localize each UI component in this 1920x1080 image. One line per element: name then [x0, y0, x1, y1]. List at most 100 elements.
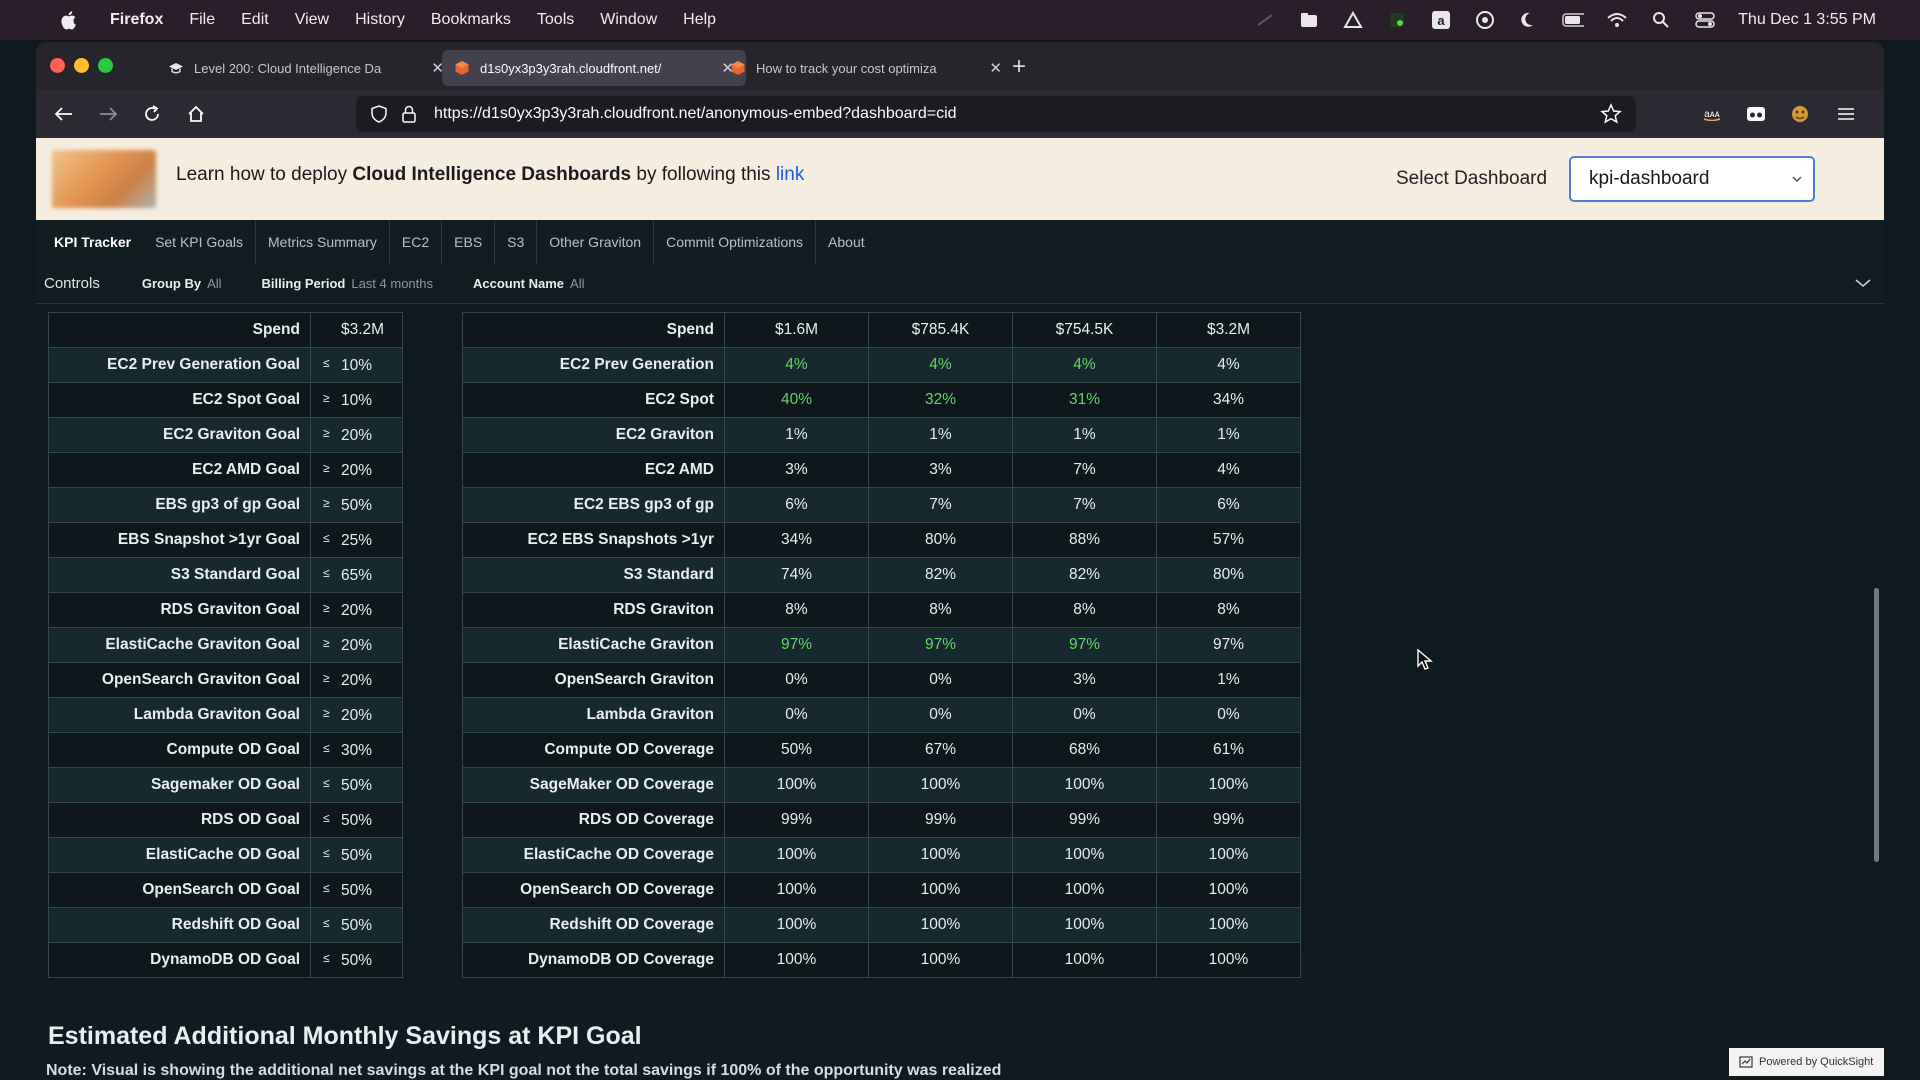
tab-metrics-summary[interactable]: Metrics Summary: [255, 220, 389, 264]
moon-icon[interactable]: [1518, 9, 1540, 31]
metric-value-cell: 8%: [1012, 592, 1157, 628]
minimize-window-button[interactable]: [74, 58, 89, 73]
back-button[interactable]: [50, 100, 78, 128]
table-row: Compute OD Goal ≤30%: [48, 732, 403, 768]
menu-edit[interactable]: Edit: [241, 11, 269, 28]
metric-value-cell: 80%: [868, 522, 1013, 558]
quicksight-icon: [1739, 1056, 1753, 1068]
tab-commit-optimizations[interactable]: Commit Optimizations: [653, 220, 815, 264]
shield-icon[interactable]: [368, 103, 390, 125]
tab-s3[interactable]: S3: [494, 220, 536, 264]
folder-icon[interactable]: [1298, 9, 1320, 31]
deploy-link[interactable]: link: [775, 164, 805, 185]
goal-operator: ≤: [323, 915, 330, 930]
apple-icon[interactable]: [60, 9, 82, 31]
tab-set-kpi-goals[interactable]: Set KPI Goals: [155, 234, 243, 250]
close-tab-icon[interactable]: ✕: [721, 60, 734, 77]
table-row: Lambda Graviton 0% 0% 0% 0%: [462, 697, 1301, 733]
reload-button[interactable]: [138, 100, 166, 128]
tab-kpi-tracker[interactable]: KPI Tracker: [54, 234, 132, 250]
svg-text:a: a: [1438, 13, 1446, 28]
close-window-button[interactable]: [50, 58, 65, 73]
spotlight-icon[interactable]: [1650, 9, 1672, 31]
menu-bookmarks[interactable]: Bookmarks: [430, 11, 511, 28]
macos-menu-bar: Firefox File Edit View History Bookmarks…: [0, 0, 1920, 40]
extension-cookie-icon[interactable]: [1786, 100, 1814, 128]
tab-ec2[interactable]: EC2: [388, 220, 441, 264]
table-row: Redshift OD Goal ≤50%: [48, 907, 403, 943]
dashboard-select[interactable]: kpi-dashboard: [1569, 156, 1815, 202]
control-center-icon[interactable]: [1694, 9, 1716, 31]
vpn-icon[interactable]: [1474, 9, 1496, 31]
page-scrollbar[interactable]: [1874, 588, 1879, 862]
menu-tools[interactable]: Tools: [536, 11, 575, 28]
aws-cube-icon: [731, 61, 745, 75]
browser-tab-cloudfront[interactable]: d1s0yx3p3y3rah.cloudfront.net/ ✕: [442, 50, 746, 86]
drive-icon[interactable]: [1342, 9, 1364, 31]
menu-window[interactable]: Window: [600, 11, 658, 28]
home-button[interactable]: [182, 100, 210, 128]
metric-value-cell: 99%: [1012, 802, 1157, 838]
address-bar[interactable]: https://d1s0yx3p3y3rah.cloudfront.net/an…: [356, 96, 1636, 132]
menu-history[interactable]: History: [355, 11, 405, 28]
control-billing-period[interactable]: Billing Period Last 4 months: [262, 276, 433, 291]
forward-button[interactable]: [94, 100, 122, 128]
metric-label-cell: ElastiCache Graviton: [462, 627, 725, 663]
goal-operator: ≥: [323, 425, 330, 440]
wifi-icon[interactable]: [1606, 9, 1628, 31]
tab-ebs[interactable]: EBS: [441, 220, 494, 264]
table-row: DynamoDB OD Goal ≤50%: [48, 942, 403, 978]
menu-view[interactable]: View: [294, 11, 330, 28]
lock-icon[interactable]: [398, 103, 420, 125]
battery-icon[interactable]: [1562, 9, 1585, 31]
toolbar-icon[interactable]: [1254, 9, 1276, 31]
amazon-icon[interactable]: a: [1430, 9, 1452, 31]
metric-label-cell: EC2 EBS gp3 of gp: [462, 487, 725, 523]
tab-other-graviton[interactable]: Other Graviton: [536, 220, 653, 264]
goal-operator: ≥: [323, 600, 330, 615]
table-row: OpenSearch Graviton Goal ≥20%: [48, 662, 403, 698]
controls-title[interactable]: Controls: [44, 275, 100, 292]
goal-value: $3.2M: [341, 321, 385, 338]
table-row: ElastiCache OD Goal ≤50%: [48, 837, 403, 873]
metric-label-cell: OpenSearch Graviton: [462, 662, 725, 698]
close-tab-icon[interactable]: ✕: [431, 60, 444, 77]
metric-value-cell: 100%: [1012, 872, 1157, 908]
metric-value-cell: 31%: [1012, 382, 1157, 418]
goal-label-cell: Compute OD Goal: [48, 732, 311, 768]
control-account-name[interactable]: Account Name All: [473, 276, 584, 291]
close-tab-icon[interactable]: ✕: [989, 60, 1002, 77]
amazon-extension-icon[interactable]: aᴀᴀ: [1698, 100, 1726, 128]
goal-label-cell: DynamoDB OD Goal: [48, 942, 311, 978]
metric-value-cell: 100%: [868, 767, 1013, 803]
metric-value-cell: 1%: [1156, 417, 1301, 453]
menu-clock[interactable]: Thu Dec 1 3:55 PM: [1738, 11, 1876, 28]
metric-value-cell: 4%: [1156, 347, 1301, 383]
browser-tab-cost-optimization[interactable]: How to track your cost optimiza ✕: [718, 50, 1014, 86]
metric-value-cell: 97%: [724, 627, 869, 663]
browser-tab-level200[interactable]: Level 200: Cloud Intelligence Da ✕: [156, 50, 456, 86]
menu-help[interactable]: Help: [683, 11, 717, 28]
table-row: RDS Graviton 8% 8% 8% 8%: [462, 592, 1301, 628]
zoom-window-button[interactable]: [98, 58, 113, 73]
goal-label-cell: Spend: [48, 312, 311, 348]
stats-icon[interactable]: [1386, 9, 1408, 31]
metric-value-cell: 97%: [1156, 627, 1301, 663]
control-group-by[interactable]: Group By All: [142, 276, 222, 291]
metric-value-cell: 100%: [1012, 942, 1157, 978]
menu-app-name[interactable]: Firefox: [110, 11, 164, 28]
metric-value-cell: 100%: [724, 872, 869, 908]
goal-value: 50%: [341, 881, 373, 899]
chevron-down-icon[interactable]: [1854, 276, 1872, 290]
private-browsing-icon[interactable]: [1742, 100, 1770, 128]
tab-about[interactable]: About: [815, 220, 877, 264]
bookmark-star-icon[interactable]: [1600, 103, 1622, 125]
menu-file[interactable]: File: [189, 11, 216, 28]
new-tab-button[interactable]: +: [1011, 53, 1026, 80]
goal-label-cell: Redshift OD Goal: [48, 907, 311, 943]
controls-bar[interactable]: Controls Group By All Billing Period Last …: [36, 264, 1884, 304]
metric-value-cell: 100%: [724, 767, 869, 803]
url-text[interactable]: https://d1s0yx3p3y3rah.cloudfront.net/an…: [434, 105, 957, 122]
metric-value-cell: 0%: [724, 697, 869, 733]
hamburger-menu-icon[interactable]: [1832, 100, 1860, 128]
